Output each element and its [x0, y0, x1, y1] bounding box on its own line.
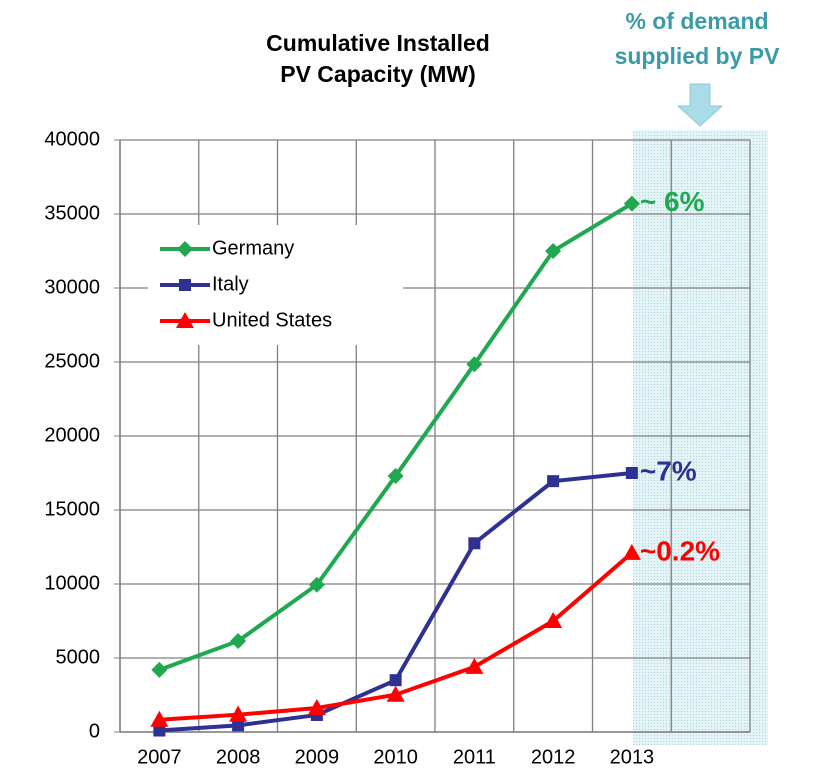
- marker: [468, 537, 481, 550]
- chart-title: Cumulative Installed: [266, 30, 490, 56]
- marker: [232, 719, 245, 732]
- y-tick-label: 15000: [44, 498, 100, 520]
- marker: [389, 674, 402, 687]
- annotation: ~0.2%: [640, 535, 720, 566]
- marker: [625, 467, 638, 479]
- x-tick-label: 2007: [137, 746, 182, 768]
- y-tick-label: 20000: [44, 424, 100, 446]
- marker: [150, 710, 169, 727]
- note: supplied by PV: [615, 43, 781, 69]
- note: % of demand: [625, 8, 768, 34]
- marker: [308, 576, 325, 593]
- marker: [465, 657, 484, 674]
- marker: [153, 724, 166, 737]
- x-tick-label: 2009: [295, 746, 340, 768]
- legend-label: Germany: [212, 237, 294, 259]
- marker: [622, 543, 641, 560]
- marker: [386, 685, 405, 702]
- annotation: ~ 6%: [640, 186, 705, 217]
- marker: [229, 705, 248, 722]
- marker: [179, 279, 191, 291]
- x-tick-label: 2012: [531, 746, 576, 768]
- legend: Germany Italy United States: [148, 225, 403, 345]
- marker: [387, 467, 404, 484]
- legend-label: United States: [212, 309, 332, 331]
- y-tick-label: 35000: [44, 202, 100, 224]
- marker: [151, 661, 168, 678]
- marker: [547, 475, 560, 488]
- y-tick-label: 25000: [44, 350, 100, 372]
- x-tick-label: 2010: [373, 746, 418, 768]
- y-tick-label: 0: [89, 720, 100, 742]
- y-tick-label: 5000: [56, 646, 101, 668]
- y-tick-label: 10000: [44, 572, 100, 594]
- marker: [177, 241, 193, 257]
- annotation: ~7%: [640, 455, 697, 486]
- y-tick-label: 30000: [44, 276, 100, 298]
- arrow: [676, 83, 724, 127]
- x-tick-label: 2011: [453, 746, 496, 768]
- y-tick-label: 40000: [44, 128, 100, 150]
- chart-title: PV Capacity (MW): [280, 61, 476, 87]
- marker: [623, 195, 640, 212]
- marker: [544, 612, 563, 628]
- marker: [230, 632, 247, 649]
- x-tick-label: 2013: [610, 746, 655, 768]
- marker: [176, 312, 194, 328]
- x-tick-label: 2008: [216, 746, 261, 768]
- shaded-region: [633, 130, 768, 745]
- marker: [466, 356, 483, 373]
- marker: [545, 243, 562, 259]
- legend-label: Italy: [212, 273, 249, 295]
- marker: [307, 699, 326, 716]
